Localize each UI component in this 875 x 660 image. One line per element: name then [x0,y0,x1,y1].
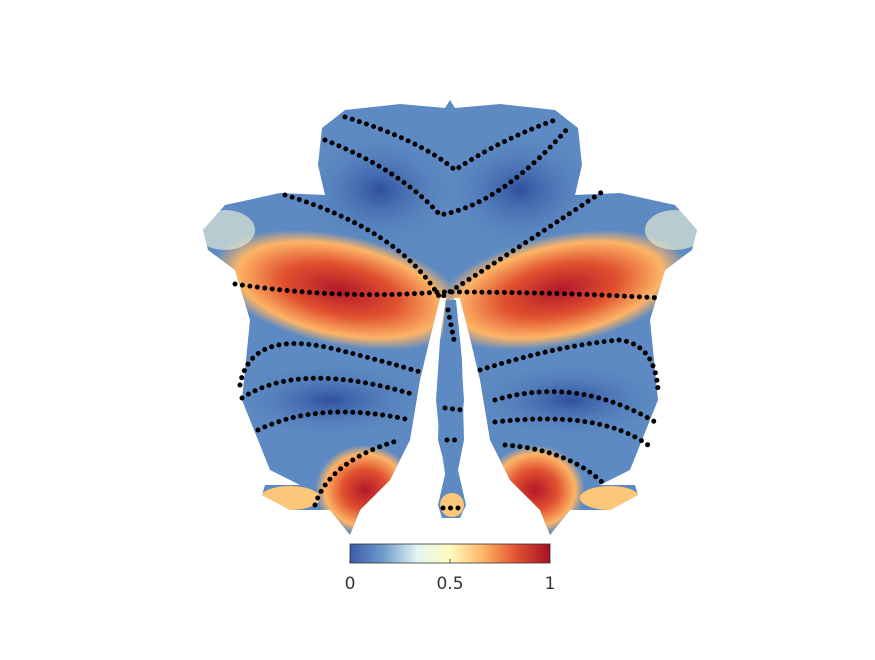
lobule-boundary [492,389,663,428]
lobule-boundary [492,416,651,448]
right-hemisphere [450,100,697,535]
tick-label: 0.5 [436,574,463,594]
tick-label: 1 [545,574,556,594]
lobule-boundary [342,114,558,174]
flatmap [203,100,697,535]
tick-label: 0 [345,574,356,594]
lobule-boundary [255,409,413,433]
colorbar: 0 0.5 1 [345,543,556,594]
lobule-boundary [282,187,608,302]
vermis-tip [440,493,464,517]
lobule-boundary [239,375,418,401]
lobule-boundary [232,281,663,301]
lobule-boundary [237,341,423,388]
lobule-boundary [312,437,403,508]
lobule-boundary [322,125,571,218]
lobule-boundary [502,442,608,488]
vermis-boundary [440,307,465,511]
